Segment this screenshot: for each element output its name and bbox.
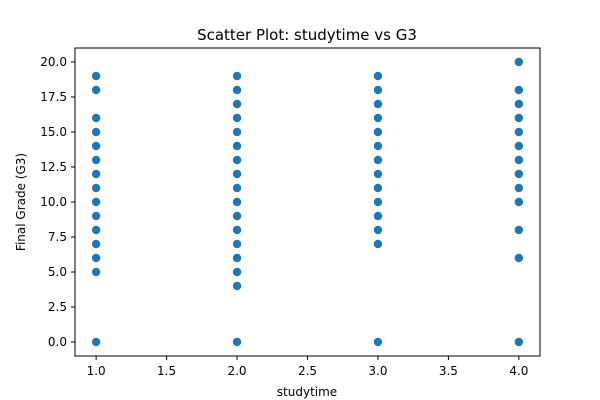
data-point [514,141,524,151]
data-point [373,183,383,193]
x-tick-label: 4.0 [509,364,528,378]
data-point [232,253,242,263]
data-point [514,57,524,67]
data-point [373,197,383,207]
data-point [232,281,242,291]
data-point [373,337,383,347]
x-tick-label: 3.0 [368,364,387,378]
data-point [232,127,242,137]
data-point [91,239,101,249]
plot-area-frame [74,47,541,357]
y-tick-label: 7.5 [48,230,67,244]
data-points [91,57,524,347]
data-point [514,99,524,109]
x-axis-label: studytime [277,385,337,399]
data-point [91,155,101,165]
data-point [91,197,101,207]
data-point [91,71,101,81]
data-point [91,225,101,235]
data-point [514,225,524,235]
y-tick-label: 0.0 [48,335,67,349]
data-point [373,99,383,109]
data-point [91,169,101,179]
data-point [91,183,101,193]
data-point [232,225,242,235]
y-tick-label: 2.5 [48,300,67,314]
data-point [373,127,383,137]
data-point [514,113,524,123]
data-point [373,225,383,235]
x-tick-label: 3.5 [439,364,458,378]
data-point [232,99,242,109]
data-point [91,141,101,151]
data-point [514,127,524,137]
data-point [373,169,383,179]
data-point [232,197,242,207]
data-point [232,337,242,347]
data-point [514,337,524,347]
data-point [514,253,524,263]
data-point [91,85,101,95]
data-point [232,169,242,179]
data-point [232,239,242,249]
data-point [91,253,101,263]
data-point [232,141,242,151]
data-point [373,85,383,95]
x-tick-label: 2.0 [227,364,246,378]
data-point [514,85,524,95]
data-point [514,197,524,207]
data-point [373,141,383,151]
data-point [373,113,383,123]
data-point [232,85,242,95]
data-point [91,211,101,221]
y-axis-ticks: 0.0 2.5 5.0 7.5 10.0 12.5 15.0 17.5 20.0 [40,55,75,349]
y-tick-label: 12.5 [40,160,67,174]
data-point [373,211,383,221]
data-point [232,113,242,123]
y-tick-label: 20.0 [40,55,67,69]
data-point [514,155,524,165]
data-point [514,169,524,179]
y-axis-label: Final Grade (G3) [14,153,28,251]
data-point [232,267,242,277]
data-point [91,113,101,123]
data-point [373,155,383,165]
data-point [514,183,524,193]
x-axis-ticks: 1.0 1.5 2.0 2.5 3.0 3.5 4.0 [87,356,528,378]
y-tick-label: 5.0 [48,265,67,279]
data-point [232,211,242,221]
data-point [232,71,242,81]
x-tick-label: 2.5 [298,364,317,378]
data-point [91,267,101,277]
y-tick-label: 10.0 [40,195,67,209]
x-tick-label: 1.0 [87,364,106,378]
chart-title: Scatter Plot: studytime vs G3 [197,26,417,44]
data-point [232,155,242,165]
y-tick-label: 15.0 [40,125,67,139]
y-tick-label: 17.5 [40,90,67,104]
x-tick-label: 1.5 [157,364,176,378]
data-point [373,239,383,249]
data-point [91,127,101,137]
data-point [91,337,101,347]
data-point [373,71,383,81]
data-point [232,183,242,193]
